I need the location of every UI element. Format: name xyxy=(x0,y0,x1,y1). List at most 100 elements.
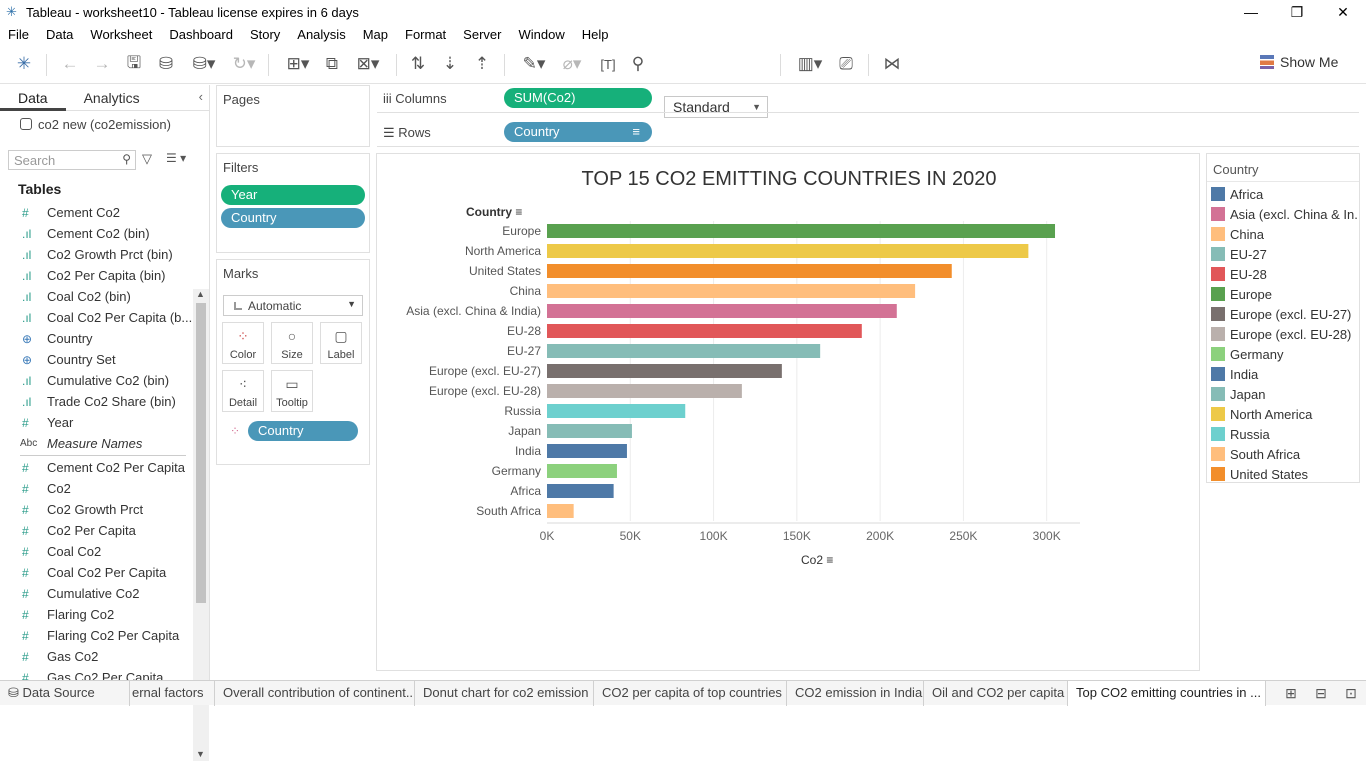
sort-icon[interactable]: ≡ xyxy=(515,205,523,219)
bar[interactable] xyxy=(547,444,627,458)
field-search-input[interactable]: Search ⚲ xyxy=(8,150,136,170)
field-item[interactable]: # Flaring Co2 Per Capita xyxy=(14,625,192,646)
new-story-icon[interactable]: ⊡ xyxy=(1345,685,1357,701)
menu-data[interactable]: Data xyxy=(45,26,74,42)
field-item[interactable]: .ıl Trade Co2 Share (bin) xyxy=(14,391,192,412)
field-item[interactable]: # Co2 Growth Prct xyxy=(14,499,192,520)
field-item[interactable]: ⊕ Country xyxy=(14,328,192,349)
field-item[interactable]: # Co2 Per Capita xyxy=(14,520,192,541)
marks-pill-country[interactable]: Country xyxy=(248,421,358,441)
legend-item[interactable]: India xyxy=(1207,364,1359,384)
menu-dashboard[interactable]: Dashboard xyxy=(169,26,233,42)
menu-format[interactable]: Format xyxy=(405,26,447,42)
tableau-home-icon[interactable]: ✳ xyxy=(16,54,32,73)
bar[interactable] xyxy=(547,464,617,478)
fix-axes-icon[interactable]: ⚲ xyxy=(631,54,645,73)
rows-shelf[interactable]: ☰ Rows xyxy=(377,119,1359,147)
field-item[interactable]: # Year xyxy=(14,412,192,433)
menu-analysis[interactable]: Analysis xyxy=(297,26,346,42)
tab-sheet[interactable]: ernal factors xyxy=(130,680,215,706)
bar[interactable] xyxy=(547,504,574,518)
menu-file[interactable]: File xyxy=(8,26,29,42)
refresh-icon[interactable]: ↻▾ xyxy=(232,54,256,73)
collapse-panel-icon[interactable]: ‹ xyxy=(198,89,203,104)
sort-ascending-icon[interactable]: ⇣ xyxy=(442,54,458,73)
field-item[interactable]: # Co2 xyxy=(14,478,192,499)
group-members-icon[interactable]: ⌀▾ xyxy=(562,54,582,73)
detail-button[interactable]: ⁖ Detail xyxy=(222,370,264,412)
tab-data-source[interactable]: ⛁ Data Source xyxy=(0,680,130,706)
tab-sheet-active[interactable]: Top CO2 emitting countries in ... xyxy=(1068,680,1266,706)
bar[interactable] xyxy=(547,344,821,358)
field-item[interactable]: # Coal Co2 Per Capita xyxy=(14,562,192,583)
tab-analytics[interactable]: Analytics xyxy=(83,89,140,106)
bar[interactable] xyxy=(547,284,916,298)
field-item[interactable]: # Flaring Co2 xyxy=(14,604,192,625)
sort-icon[interactable]: ≡ xyxy=(826,553,834,567)
new-worksheet-icon[interactable]: ⊞ xyxy=(1285,685,1297,701)
redo-icon[interactable]: → xyxy=(93,54,111,73)
size-button[interactable]: ○ Size xyxy=(271,322,313,364)
clear-sheet-icon[interactable]: ⊠▾ xyxy=(356,54,380,73)
bar[interactable] xyxy=(547,404,686,418)
filter-pill-country[interactable]: Country xyxy=(221,208,365,228)
y-axis-title[interactable]: Country ≡ xyxy=(466,205,522,219)
menu-server[interactable]: Server xyxy=(463,26,502,42)
show-me-button[interactable]: Show Me xyxy=(1260,54,1338,70)
scroll-up-icon[interactable]: ▲ xyxy=(196,289,205,299)
bar[interactable] xyxy=(547,424,632,438)
field-item[interactable]: # Cement Co2 Per Capita xyxy=(14,457,192,478)
mark-type-dropdown[interactable]: Automatic ▼ xyxy=(223,295,363,316)
fit-dropdown[interactable]: Standard ▼ xyxy=(664,96,768,118)
field-item[interactable]: # Cement Co2 xyxy=(14,202,192,223)
bar[interactable] xyxy=(547,304,897,318)
legend-item[interactable]: South Africa xyxy=(1207,444,1359,464)
minimize-icon[interactable]: — xyxy=(1244,4,1258,20)
new-worksheet-icon[interactable]: ⊞▾ xyxy=(286,54,310,73)
legend-item[interactable]: Europe xyxy=(1207,284,1359,304)
legend-item[interactable]: China xyxy=(1207,224,1359,244)
presentation-mode-icon[interactable]: ⎚ xyxy=(839,54,853,73)
show-mark-labels-icon[interactable]: [T] xyxy=(600,56,616,72)
legend-item[interactable]: Japan xyxy=(1207,384,1359,404)
duplicate-sheet-icon[interactable]: ⧉ xyxy=(325,54,339,73)
legend-item[interactable]: United States xyxy=(1207,464,1359,484)
scroll-down-icon[interactable]: ▼ xyxy=(196,749,205,759)
bar[interactable] xyxy=(547,264,952,278)
share-icon[interactable]: ⋈ xyxy=(883,54,901,73)
legend-item[interactable]: Asia (excl. China & In.. xyxy=(1207,204,1359,224)
pages-card[interactable]: Pages xyxy=(216,85,370,147)
legend-item[interactable]: North America xyxy=(1207,404,1359,424)
field-item[interactable]: # Gas Co2 xyxy=(14,646,192,667)
tab-data[interactable]: Data xyxy=(0,85,66,111)
field-item[interactable]: .ıl Co2 Per Capita (bin) xyxy=(14,265,192,286)
menu-help[interactable]: Help xyxy=(581,26,609,42)
restore-icon[interactable]: ❐ xyxy=(1290,3,1304,20)
bar[interactable] xyxy=(547,244,1029,258)
show-cards-icon[interactable]: ▥▾ xyxy=(797,54,823,73)
field-item[interactable]: .ıl Cement Co2 (bin) xyxy=(14,223,192,244)
sort-descending-icon[interactable]: ⇡ xyxy=(474,54,490,73)
new-dashboard-icon[interactable]: ⊟ xyxy=(1315,685,1327,701)
filter-fields-icon[interactable]: ▽ xyxy=(142,151,152,166)
bar[interactable] xyxy=(547,224,1056,238)
highlight-icon[interactable]: ✎▾ xyxy=(522,54,546,73)
field-item[interactable]: .ıl Cumulative Co2 (bin) xyxy=(14,370,192,391)
columns-pill-sum-co2[interactable]: SUM(Co2) xyxy=(504,88,652,108)
new-data-source-icon[interactable]: ⛁ xyxy=(158,54,174,73)
field-item[interactable]: .ıl Coal Co2 (bin) xyxy=(14,286,192,307)
legend-item[interactable]: Africa xyxy=(1207,184,1359,204)
legend-item[interactable]: Europe (excl. EU-28) xyxy=(1207,324,1359,344)
legend-item[interactable]: Russia xyxy=(1207,424,1359,444)
save-icon[interactable]: 🖫 xyxy=(126,52,142,72)
bar[interactable] xyxy=(547,364,782,378)
field-item[interactable]: .ıl Coal Co2 Per Capita (b... xyxy=(14,307,192,328)
tab-sheet[interactable]: CO2 emission in India xyxy=(787,680,924,706)
legend-item[interactable]: EU-28 xyxy=(1207,264,1359,284)
field-item[interactable]: Abc Measure Names xyxy=(14,433,192,454)
swap-rows-columns-icon[interactable]: ⇅ xyxy=(410,54,426,73)
field-item[interactable]: .ıl Co2 Growth Prct (bin) xyxy=(14,244,192,265)
tab-sheet[interactable]: Donut chart for co2 emission xyxy=(415,680,594,706)
legend-item[interactable]: Germany xyxy=(1207,344,1359,364)
menu-window[interactable]: Window xyxy=(518,26,565,42)
